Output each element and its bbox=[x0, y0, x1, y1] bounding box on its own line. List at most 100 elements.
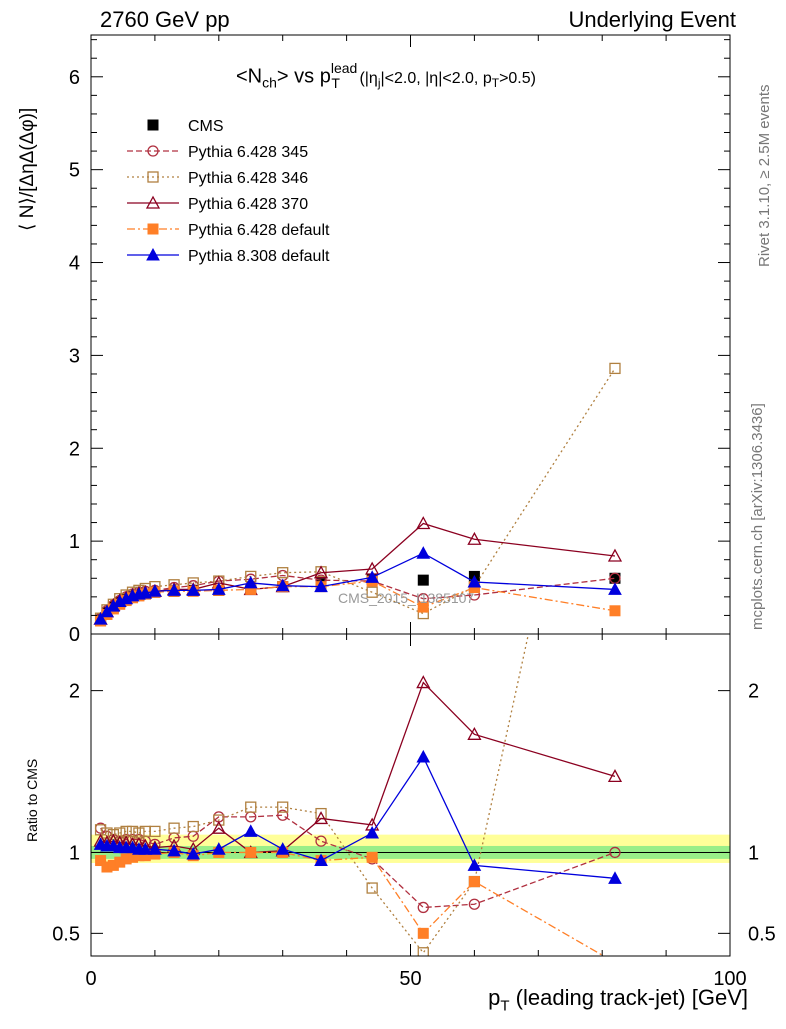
legend-marker bbox=[147, 171, 159, 183]
legend-marker bbox=[146, 247, 160, 261]
main-point-pythia-8-308-default bbox=[467, 574, 482, 588]
ratio-point-pythia-6-428-default bbox=[610, 957, 620, 967]
ratio-point-pythia-6-428-345 bbox=[609, 846, 621, 859]
ratio-series-pythia-8-308-default bbox=[93, 749, 622, 884]
axes-frames bbox=[90, 34, 731, 957]
y-axis-label-main: ⟨ N⟩/[ΔηΔ(Δφ)] bbox=[17, 107, 38, 231]
ratio-point-pythia-8-308-default bbox=[167, 843, 181, 857]
ratio-point-pythia-8-308-default bbox=[416, 749, 431, 763]
title-cuts-1: (|η bbox=[359, 69, 378, 87]
legend-entry-pythia-6-428-345: Pythia 6.428 345 bbox=[127, 144, 308, 161]
main-point-cms bbox=[417, 574, 429, 586]
y-axis-label-ratio: Ratio to CMS bbox=[24, 758, 40, 842]
main-point-pythia-6-428-370 bbox=[467, 531, 482, 545]
title-main: <N bbox=[236, 65, 263, 88]
legend: CMS Pythia 6.428 345 Pythia 6.428 346 Pythi… bbox=[127, 118, 330, 265]
rivet-label: Rivet 3.1.10, ≥ 2.5M events bbox=[756, 84, 773, 268]
ratio-y-tick-label-right: 1 bbox=[748, 842, 759, 864]
ratio-point-pythia-6-428-default bbox=[468, 876, 480, 888]
ratio-point-pythia-6-428-346 bbox=[277, 801, 289, 813]
legend-marker bbox=[147, 223, 159, 235]
main-point-pythia-8-308-default bbox=[93, 612, 108, 625]
legend-label: Pythia 6.428 345 bbox=[188, 144, 308, 161]
legend-label: Pythia 6.428 346 bbox=[188, 170, 308, 187]
ratio-point-pythia-6-428-345 bbox=[277, 809, 289, 821]
ratio-line-pythia-6-428-346 bbox=[100, 634, 530, 954]
main-series-pythia-6-428-370 bbox=[93, 516, 623, 625]
ratio-point-pythia-6-428-default bbox=[366, 851, 378, 863]
y-tick-label-main: 0 bbox=[69, 624, 80, 646]
main-point-pythia-8-308-default bbox=[138, 586, 153, 599]
ratio-point-pythia-6-428-346 bbox=[187, 820, 199, 833]
ratio-point-pythia-6-428-346 bbox=[610, 233, 620, 243]
main-point-pythia-6-428-370 bbox=[313, 565, 329, 579]
main-plot-area bbox=[93, 362, 623, 627]
main-point-pythia-6-428-370 bbox=[607, 548, 623, 562]
y-tick-label-main: 4 bbox=[69, 253, 80, 275]
ratio-y-tick-label-right: 2 bbox=[748, 681, 759, 703]
title-main-sub: ch bbox=[262, 74, 277, 91]
ratio-series-pythia-6-428-default bbox=[95, 846, 620, 967]
ratio-line-pythia-6-428-370 bbox=[100, 681, 616, 854]
axis-ticks: 0 50 100 0 1 2 3 4 5 6 0.5 0.5 1 1 2 2 bbox=[52, 35, 776, 990]
y-tick-label-main: 5 bbox=[69, 160, 80, 182]
x-tick-label: 50 bbox=[399, 968, 421, 990]
ratio-point-pythia-6-428-345 bbox=[315, 835, 327, 847]
ratio-line-pythia-6-428-default bbox=[100, 851, 606, 956]
ratio-y-tick-label-left: 2 bbox=[69, 681, 80, 703]
title-sup: lead bbox=[330, 60, 358, 76]
main-line-pythia-6-428-346 bbox=[100, 368, 616, 619]
main-point-pythia-6-428-346 bbox=[366, 586, 378, 598]
main-point-pythia-8-308-default bbox=[365, 570, 380, 583]
x-axis-label-p: p bbox=[488, 985, 501, 1010]
watermark-label: CMS_2015_I1385107 bbox=[338, 590, 475, 606]
plot-title: <Nch> vs pleadT (|ηj|<2.0, |η|<2.0, pT>0… bbox=[236, 60, 536, 91]
legend-entry-cms: CMS bbox=[147, 118, 224, 135]
main-point-pythia-6-428-default bbox=[609, 605, 621, 617]
ratio-point-pythia-8-308-default bbox=[467, 858, 482, 871]
ratio-point-pythia-6-428-370 bbox=[313, 811, 329, 825]
header-left: 2760 GeV pp bbox=[100, 7, 230, 32]
y-tick-label-main: 6 bbox=[69, 67, 80, 89]
main-point-pythia-8-308-default bbox=[275, 578, 290, 592]
ratio-point-pythia-8-308-default bbox=[608, 871, 622, 884]
ratio-point-pythia-8-308-default bbox=[211, 842, 226, 855]
mcplots-label: mcplots.cern.ch [arXiv:1306.3436] bbox=[749, 403, 766, 630]
y-tick-label-main: 1 bbox=[69, 531, 80, 553]
legend-label: CMS bbox=[188, 118, 224, 135]
ratio-frame bbox=[90, 633, 731, 957]
ratio-point-pythia-6-428-346 bbox=[417, 947, 429, 956]
ratio-point-pythia-6-428-346 bbox=[168, 822, 180, 834]
title-vs: > vs p bbox=[276, 65, 331, 88]
title-cuts-2-sub: T bbox=[491, 75, 500, 90]
legend-marker bbox=[147, 145, 159, 157]
ratio-point-pythia-8-308-default bbox=[314, 853, 328, 867]
main-point-pythia-8-308-default bbox=[148, 584, 162, 597]
x-tick-label: 100 bbox=[713, 968, 746, 990]
main-frame bbox=[90, 34, 731, 635]
main-point-pythia-8-308-default bbox=[186, 583, 201, 596]
ratio-point-pythia-8-308-default bbox=[243, 824, 258, 837]
title-cuts-1-sub: j bbox=[377, 75, 381, 90]
ratio-point-pythia-6-428-346 bbox=[126, 825, 139, 838]
legend-entry-pythia-8-308-default: Pythia 8.308 default bbox=[127, 247, 330, 265]
title-cuts-3: >0.5) bbox=[499, 69, 536, 87]
legend-marker bbox=[147, 119, 159, 131]
title-sub2: T bbox=[331, 74, 340, 91]
x-axis-label-rest: (leading track-jet) [GeV] bbox=[509, 985, 748, 1010]
ratio-point-pythia-6-428-345 bbox=[417, 901, 429, 914]
ratio-point-pythia-6-428-346 bbox=[213, 814, 225, 826]
main-point-pythia-6-428-346 bbox=[609, 362, 621, 375]
legend-label: Pythia 6.428 370 bbox=[188, 196, 308, 213]
ratio-point-pythia-6-428-346 bbox=[149, 825, 161, 838]
ratio-series-pythia-6-428-370 bbox=[93, 675, 623, 859]
main-point-pythia-6-428-default bbox=[417, 601, 429, 613]
ratio-point-pythia-6-428-default bbox=[95, 855, 107, 867]
ratio-uncertainty-band bbox=[91, 834, 730, 863]
x-axis-label-sub: T bbox=[500, 997, 510, 1015]
y-tick-label-main: 3 bbox=[69, 345, 80, 367]
ratio-point-pythia-6-428-346 bbox=[366, 882, 378, 894]
ratio-plot-area bbox=[91, 233, 730, 967]
